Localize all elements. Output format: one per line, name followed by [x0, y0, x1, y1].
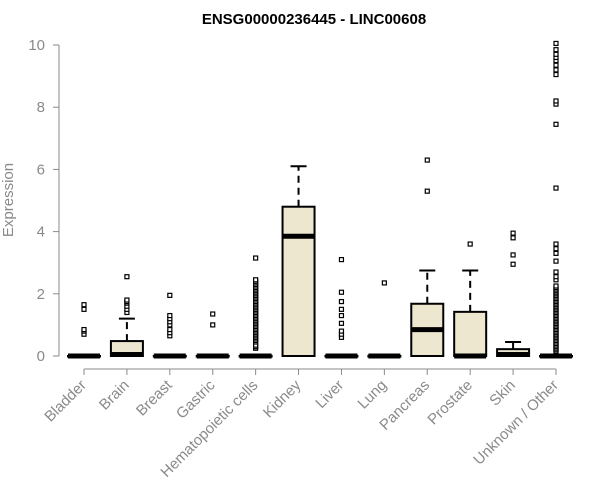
- x-tick-label: Lung: [355, 377, 391, 413]
- box-gastric: [195, 311, 230, 359]
- box-liver: [324, 256, 359, 359]
- outlier-point: [553, 258, 559, 264]
- outlier-point: [510, 261, 516, 267]
- outlier-point: [510, 252, 516, 258]
- outlier-point: [338, 320, 345, 326]
- outlier-point: [553, 283, 559, 289]
- outlier-point: [553, 98, 559, 104]
- boxes-group: [67, 40, 573, 359]
- x-tick-label: Skin: [486, 377, 519, 410]
- outlier-point: [338, 298, 345, 305]
- x-tick-label: Liver: [312, 377, 347, 412]
- box-skin: [496, 230, 531, 357]
- outlier-point: [424, 157, 430, 163]
- y-ticks: 0 2 4 6 8 10: [28, 37, 59, 365]
- y-tick-label: 4: [37, 224, 45, 241]
- outlier-point: [253, 255, 259, 261]
- outlier-point: [553, 40, 559, 47]
- y-tick-label: 10: [28, 37, 45, 54]
- outlier-point: [338, 289, 345, 295]
- chart-title: ENSG00000236445 - LINC00608: [202, 11, 426, 28]
- box-body: [281, 205, 316, 357]
- y-tick-label: 6: [37, 161, 45, 178]
- outlier-point: [553, 246, 559, 252]
- outlier-point: [338, 328, 345, 334]
- outlier-point: [553, 185, 559, 191]
- box-lung: [367, 280, 402, 359]
- outlier-point: [553, 121, 559, 127]
- outlier-point: [81, 326, 87, 333]
- outlier-point: [338, 256, 345, 263]
- box-pancreas: [410, 157, 445, 358]
- x-tick-label: Bladder: [41, 377, 90, 426]
- y-axis-label: Expression: [0, 163, 17, 237]
- outlier-point: [553, 269, 559, 275]
- box-hematopoietic-cells: [238, 255, 273, 359]
- outlier-point: [553, 241, 559, 247]
- outlier-point: [81, 306, 87, 312]
- outlier-point: [210, 311, 216, 317]
- outlier-point: [424, 188, 430, 194]
- y-tick-label: 0: [37, 348, 45, 365]
- outlier-point: [381, 280, 387, 286]
- outlier-point: [553, 47, 559, 53]
- outlier-point: [553, 67, 559, 73]
- box-prostate: [453, 241, 488, 359]
- outlier-point: [167, 312, 173, 319]
- outlier-point: [467, 241, 473, 247]
- y-tick-label: 8: [37, 99, 45, 116]
- outlier-point: [210, 322, 216, 328]
- outlier-point: [553, 71, 559, 78]
- outlier-point: [124, 297, 130, 303]
- box-kidney: [281, 165, 316, 357]
- box-bladder: [67, 302, 101, 359]
- outlier-point: [81, 302, 87, 308]
- outlier-point: [338, 312, 345, 319]
- outlier-point: [553, 274, 559, 280]
- outlier-point: [167, 326, 173, 333]
- x-tick-label: Prostate: [424, 377, 476, 429]
- box-body: [453, 310, 488, 358]
- outlier-point: [253, 277, 259, 283]
- outlier-point: [553, 62, 559, 68]
- outlier-point: [510, 230, 516, 236]
- box-brain: [109, 274, 144, 357]
- outlier-point: [510, 235, 516, 241]
- outlier-point: [338, 306, 345, 312]
- y-tick-label: 2: [37, 286, 45, 303]
- box-unknown-other: [539, 40, 573, 359]
- outlier-point: [167, 292, 173, 298]
- x-tick-label: Brain: [96, 377, 133, 414]
- box-breast: [152, 292, 187, 359]
- x-tick-label: Kidney: [260, 376, 305, 421]
- outlier-point: [553, 250, 559, 256]
- outlier-point: [553, 51, 559, 57]
- x-tick-label: Breast: [133, 376, 176, 419]
- outlier-point: [124, 274, 130, 280]
